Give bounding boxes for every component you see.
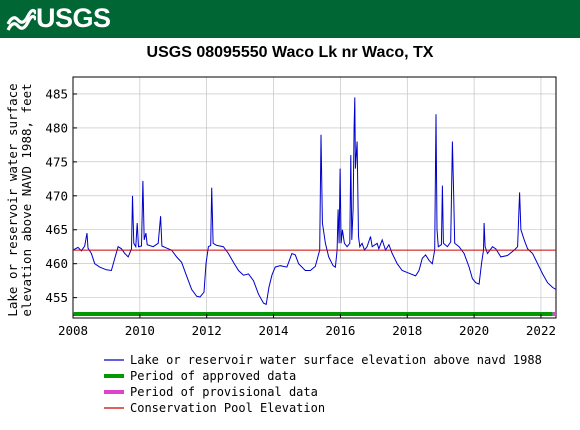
legend-item: Period of provisional data (104, 384, 544, 400)
legend-item: Conservation Pool Elevation (104, 400, 544, 416)
legend-item: Lake or reservoir water surface elevatio… (104, 352, 544, 368)
x-tick-label: 2018 (392, 323, 422, 338)
x-tick-label: 2022 (526, 323, 556, 338)
legend-swatch (104, 390, 124, 394)
x-tick-label: 2016 (325, 323, 355, 338)
x-tick-label: 2010 (125, 323, 155, 338)
x-tick-label: 2014 (258, 323, 288, 338)
y-tick-label: 455 (45, 290, 68, 305)
legend-swatch (104, 407, 124, 409)
usgs-wave-icon (6, 8, 36, 31)
y-tick-label: 460 (45, 256, 68, 271)
legend-label: Conservation Pool Elevation (130, 401, 326, 415)
legend-label: Period of provisional data (130, 385, 318, 399)
y-tick-label: 470 (45, 188, 68, 203)
chart-legend: Lake or reservoir water surface elevatio… (104, 352, 544, 416)
y-tick-label: 465 (45, 222, 68, 237)
plot-frame (72, 76, 557, 319)
legend-swatch (104, 374, 124, 378)
y-tick-label: 485 (45, 86, 68, 101)
chart-title: USGS 08095550 Waco Lk nr Waco, TX (146, 44, 434, 61)
usgs-banner: USGS (0, 0, 580, 38)
x-tick-label: 2008 (58, 323, 88, 338)
y-axis-label-line1: Lake or reservoir water surface (5, 83, 20, 316)
grid-layer (72, 77, 556, 318)
x-tick-label: 2012 (192, 323, 222, 338)
elevation-series-line (72, 97, 557, 306)
y-axis-label-line2: elevation above NAVD 1988, feet (19, 83, 34, 316)
legend-swatch (104, 359, 124, 361)
legend-item: Period of approved data (104, 368, 544, 384)
legend-label: Lake or reservoir water surface elevatio… (130, 353, 542, 367)
usgs-logo[interactable] (6, 4, 36, 34)
series-layer (72, 97, 557, 306)
tick-layer: 455 460 465 470 475 480 485 2008 2010 2012 2014 201… (45, 86, 556, 338)
legend-label: Period of approved data (130, 369, 297, 383)
usgs-logo-text: USGS (36, 3, 111, 33)
y-tick-label: 480 (45, 120, 68, 135)
y-tick-label: 475 (45, 154, 68, 169)
x-tick-label: 2020 (459, 323, 489, 338)
